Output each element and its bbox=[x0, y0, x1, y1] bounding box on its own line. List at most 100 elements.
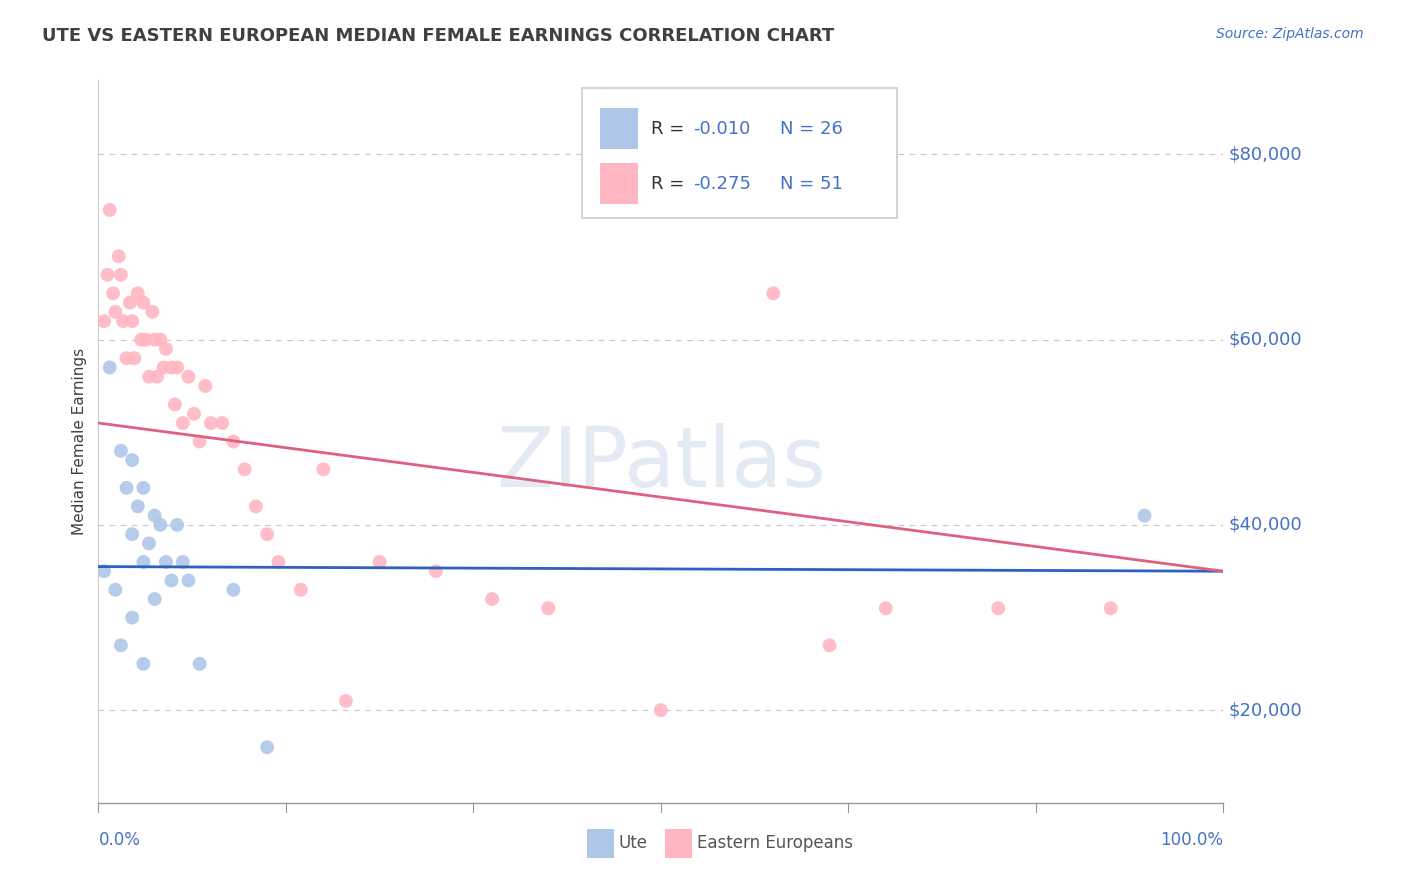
Point bbox=[110, 268, 132, 282]
Point bbox=[121, 610, 143, 624]
Point bbox=[160, 574, 183, 588]
Point bbox=[143, 333, 166, 347]
Point bbox=[98, 360, 121, 375]
Point bbox=[93, 564, 115, 578]
Text: ZIPatlas: ZIPatlas bbox=[496, 423, 825, 504]
Point bbox=[537, 601, 560, 615]
Point bbox=[194, 379, 217, 393]
Text: $40,000: $40,000 bbox=[1229, 516, 1302, 534]
Point bbox=[650, 703, 672, 717]
Text: UTE VS EASTERN EUROPEAN MEDIAN FEMALE EARNINGS CORRELATION CHART: UTE VS EASTERN EUROPEAN MEDIAN FEMALE EA… bbox=[42, 27, 834, 45]
Point bbox=[132, 555, 155, 569]
Point bbox=[104, 305, 127, 319]
FancyBboxPatch shape bbox=[600, 163, 638, 204]
Point bbox=[98, 202, 121, 217]
FancyBboxPatch shape bbox=[586, 829, 613, 858]
Point bbox=[121, 314, 143, 328]
Point bbox=[132, 295, 155, 310]
Point bbox=[481, 592, 503, 607]
Point bbox=[166, 517, 188, 532]
Text: $20,000: $20,000 bbox=[1229, 701, 1302, 719]
Text: N = 51: N = 51 bbox=[780, 175, 844, 193]
Point bbox=[149, 333, 172, 347]
Text: $80,000: $80,000 bbox=[1229, 145, 1302, 163]
Point bbox=[124, 351, 146, 366]
Point bbox=[129, 333, 152, 347]
Text: 0.0%: 0.0% bbox=[98, 830, 141, 848]
Point bbox=[127, 500, 149, 514]
FancyBboxPatch shape bbox=[600, 108, 638, 149]
Text: -0.275: -0.275 bbox=[693, 175, 751, 193]
Point bbox=[267, 555, 290, 569]
Text: 100.0%: 100.0% bbox=[1160, 830, 1223, 848]
Text: Eastern Europeans: Eastern Europeans bbox=[697, 834, 853, 852]
Point bbox=[875, 601, 897, 615]
Point bbox=[222, 434, 245, 449]
Point bbox=[177, 369, 200, 384]
Text: Source: ZipAtlas.com: Source: ZipAtlas.com bbox=[1216, 27, 1364, 41]
FancyBboxPatch shape bbox=[665, 829, 692, 858]
Point bbox=[101, 286, 124, 301]
Point bbox=[141, 305, 163, 319]
Point bbox=[115, 351, 138, 366]
Point bbox=[112, 314, 135, 328]
Point bbox=[312, 462, 335, 476]
Point bbox=[127, 286, 149, 301]
Point bbox=[155, 342, 177, 356]
FancyBboxPatch shape bbox=[582, 87, 897, 218]
Point bbox=[143, 508, 166, 523]
Text: -0.010: -0.010 bbox=[693, 120, 751, 137]
Point bbox=[115, 481, 138, 495]
Point bbox=[222, 582, 245, 597]
Point bbox=[110, 443, 132, 458]
Point bbox=[987, 601, 1010, 615]
Point bbox=[177, 574, 200, 588]
Point bbox=[368, 555, 391, 569]
Point bbox=[183, 407, 205, 421]
Text: N = 26: N = 26 bbox=[780, 120, 844, 137]
Point bbox=[762, 286, 785, 301]
Point bbox=[121, 527, 143, 541]
Point bbox=[163, 397, 186, 411]
Text: R =: R = bbox=[651, 175, 690, 193]
Point bbox=[233, 462, 256, 476]
Text: Ute: Ute bbox=[619, 834, 647, 852]
Point bbox=[138, 369, 160, 384]
Point bbox=[155, 555, 177, 569]
Point bbox=[256, 740, 278, 755]
Text: R =: R = bbox=[651, 120, 690, 137]
Point bbox=[1133, 508, 1156, 523]
Point bbox=[290, 582, 312, 597]
Point bbox=[135, 333, 157, 347]
Point bbox=[335, 694, 357, 708]
Point bbox=[188, 434, 211, 449]
Point bbox=[160, 360, 183, 375]
Point bbox=[188, 657, 211, 671]
Point bbox=[818, 638, 841, 652]
Point bbox=[93, 314, 115, 328]
Point bbox=[132, 657, 155, 671]
Point bbox=[172, 555, 194, 569]
Point bbox=[1099, 601, 1122, 615]
Y-axis label: Median Female Earnings: Median Female Earnings bbox=[72, 348, 87, 535]
Point bbox=[211, 416, 233, 430]
Point bbox=[107, 249, 129, 263]
Point bbox=[200, 416, 222, 430]
Point bbox=[172, 416, 194, 430]
Point bbox=[152, 360, 174, 375]
Point bbox=[138, 536, 160, 550]
Point bbox=[121, 453, 143, 467]
Point bbox=[132, 481, 155, 495]
Point bbox=[146, 369, 169, 384]
Point bbox=[118, 295, 141, 310]
Point bbox=[256, 527, 278, 541]
Point bbox=[425, 564, 447, 578]
Point bbox=[104, 582, 127, 597]
Point bbox=[166, 360, 188, 375]
Point bbox=[149, 517, 172, 532]
Point bbox=[245, 500, 267, 514]
Point bbox=[143, 592, 166, 607]
Point bbox=[110, 638, 132, 652]
Point bbox=[96, 268, 118, 282]
Text: $60,000: $60,000 bbox=[1229, 331, 1302, 349]
